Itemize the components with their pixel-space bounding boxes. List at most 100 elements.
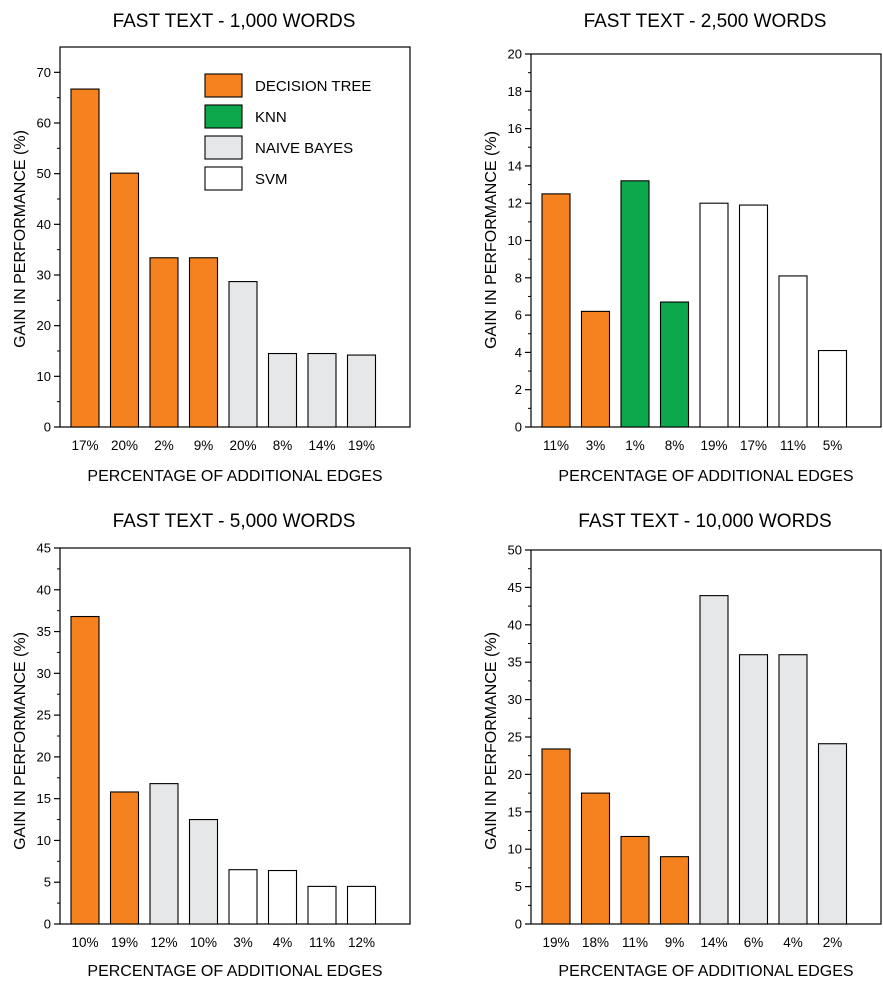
bar — [542, 749, 570, 924]
y-tick-label: 40 — [37, 582, 51, 597]
x-tick-label: 9% — [194, 438, 214, 453]
x-tick-label: 20% — [229, 438, 256, 453]
legend-swatch — [205, 136, 242, 159]
bar — [229, 282, 257, 427]
legend-swatch — [205, 105, 242, 128]
x-tick-label: 19% — [542, 935, 569, 950]
y-axis-label: GAIN IN PERFORMANCE (%) — [12, 130, 29, 348]
x-tick-label: 11% — [780, 438, 806, 453]
y-axis-label: GAIN IN PERFORMANCE (%) — [483, 632, 500, 850]
chart-title: FAST TEXT - 1,000 WORDS — [113, 11, 356, 32]
bar — [661, 302, 689, 427]
x-tick-label: 14% — [308, 438, 335, 453]
bar — [661, 857, 689, 924]
y-tick-label: 4 — [515, 345, 522, 360]
y-axis-label: GAIN IN PERFORMANCE (%) — [12, 632, 29, 850]
y-tick-label: 5 — [44, 875, 51, 890]
x-tick-label: 19% — [700, 438, 727, 453]
x-tick-label: 4% — [783, 935, 803, 950]
y-tick-label: 14 — [508, 158, 522, 173]
x-axis-label: PERCENTAGE OF ADDITIONAL EDGES — [558, 963, 853, 980]
x-axis-label: PERCENTAGE OF ADDITIONAL EDGES — [87, 963, 382, 980]
bar — [269, 871, 297, 924]
y-tick-label: 10 — [37, 369, 51, 384]
x-tick-label: 14% — [700, 935, 727, 950]
bar — [740, 205, 768, 427]
x-tick-label: 4% — [273, 935, 293, 950]
y-tick-label: 50 — [508, 543, 522, 558]
y-tick-label: 6 — [515, 308, 522, 323]
y-tick-label: 10 — [37, 833, 51, 848]
y-tick-label: 20 — [508, 767, 522, 782]
bar — [269, 354, 297, 427]
legend-label: DECISION TREE — [255, 78, 371, 95]
bar — [190, 820, 218, 924]
x-tick-label: 8% — [273, 438, 293, 453]
bar — [621, 181, 649, 427]
x-tick-label: 2% — [823, 935, 843, 950]
y-tick-label: 12 — [508, 196, 522, 211]
legend-swatch — [205, 167, 242, 190]
bar — [700, 596, 728, 924]
bar — [819, 351, 847, 427]
bar — [150, 258, 178, 427]
x-tick-label: 1% — [625, 438, 645, 453]
y-tick-label: 20 — [508, 47, 522, 62]
x-tick-label: 3% — [586, 438, 606, 453]
x-tick-label: 19% — [348, 438, 375, 453]
x-tick-label: 12% — [348, 935, 375, 950]
x-tick-label: 8% — [665, 438, 685, 453]
y-tick-label: 15 — [37, 791, 51, 806]
bar — [308, 886, 336, 924]
y-tick-label: 20 — [37, 318, 51, 333]
bar — [740, 655, 768, 924]
bar — [150, 784, 178, 924]
bar — [621, 836, 649, 924]
y-tick-label: 35 — [37, 624, 51, 639]
x-tick-label: 11% — [543, 438, 569, 453]
legend-label: SVM — [255, 171, 288, 188]
y-tick-label: 10 — [508, 842, 522, 857]
bar — [542, 194, 570, 427]
y-tick-label: 18 — [508, 84, 522, 99]
y-tick-label: 50 — [37, 166, 51, 181]
y-tick-label: 25 — [37, 708, 51, 723]
y-tick-label: 30 — [37, 666, 51, 681]
y-tick-label: 16 — [508, 121, 522, 136]
x-tick-label: 3% — [233, 935, 253, 950]
bar — [582, 311, 610, 427]
bar — [71, 617, 99, 924]
y-tick-label: 45 — [37, 541, 51, 556]
y-tick-label: 8 — [515, 270, 522, 285]
panel-fasttext-10000-words: FAST TEXT - 10,000 WORDS GAIN IN PERFORM… — [483, 511, 881, 980]
x-tick-label: 11% — [622, 935, 648, 950]
x-tick-label: 5% — [823, 438, 843, 453]
y-tick-label: 60 — [37, 116, 51, 131]
x-axis-label: PERCENTAGE OF ADDITIONAL EDGES — [558, 468, 853, 485]
bar — [111, 173, 139, 427]
legend: DECISION TREE KNN NAIVE BAYES SVM — [205, 74, 371, 190]
panel-fasttext-2500-words: FAST TEXT - 2,500 WORDS GAIN IN PERFORMA… — [483, 11, 881, 485]
chart-title: FAST TEXT - 2,500 WORDS — [584, 11, 827, 32]
y-tick-label: 15 — [508, 804, 522, 819]
y-tick-label: 0 — [515, 420, 522, 435]
bar — [348, 886, 376, 924]
x-tick-label: 10% — [71, 935, 98, 950]
x-tick-label: 17% — [71, 438, 98, 453]
bar — [779, 276, 807, 427]
chart-title: FAST TEXT - 10,000 WORDS — [578, 511, 831, 532]
bar — [111, 792, 139, 924]
y-tick-label: 0 — [515, 917, 522, 932]
y-tick-label: 45 — [508, 580, 522, 595]
bar — [71, 89, 99, 427]
panel-fasttext-5000-words: FAST TEXT - 5,000 WORDS GAIN IN PERFORMA… — [12, 511, 410, 980]
chart-title: FAST TEXT - 5,000 WORDS — [113, 511, 356, 532]
bar — [190, 258, 218, 427]
bar — [819, 744, 847, 924]
y-tick-label: 2 — [515, 382, 522, 397]
x-tick-label: 10% — [190, 935, 217, 950]
x-tick-label: 9% — [665, 935, 685, 950]
bar — [229, 870, 257, 924]
x-tick-label: 11% — [309, 935, 335, 950]
